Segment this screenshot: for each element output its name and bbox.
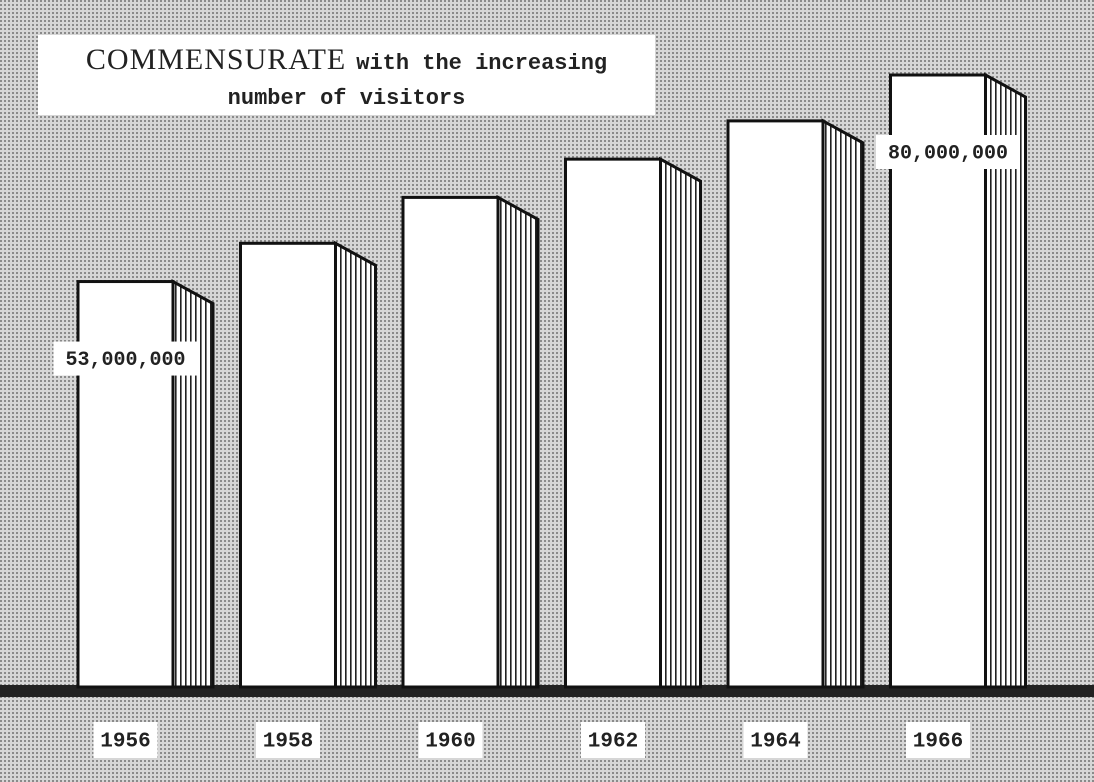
x-label-box	[93, 722, 158, 758]
x-tick-label: 1962	[588, 731, 638, 754]
title-box: COMMENSURATE with the increasing number o…	[38, 35, 655, 115]
bar	[726, 119, 825, 689]
x-tick-label: 1960	[425, 731, 475, 754]
bar-side	[334, 240, 377, 689]
bar	[401, 195, 500, 689]
value-label-box	[876, 135, 1020, 169]
x-label-box	[743, 722, 808, 758]
x-tick-label: 1958	[263, 731, 313, 754]
x-label-box	[581, 722, 645, 758]
x-tick-label: 1956	[100, 731, 150, 754]
bar-side	[659, 156, 702, 689]
bar-side	[821, 118, 865, 689]
value-label-box	[53, 341, 198, 376]
bar	[889, 73, 987, 689]
chart-title: COMMENSURATE	[85, 43, 347, 76]
x-tick-label: 1966	[913, 731, 963, 754]
chart-subtitle: with the increasing number of visitors	[227, 51, 608, 111]
x-label-box	[906, 722, 970, 758]
bar	[239, 241, 337, 689]
bar-side	[496, 194, 540, 689]
x-label-box	[418, 722, 483, 758]
x-tick-label: 1964	[750, 731, 800, 754]
bar	[564, 157, 662, 689]
value-label: 80,000,000	[888, 142, 1008, 165]
value-label: 53,000,000	[65, 349, 185, 372]
x-label-box	[256, 722, 320, 758]
